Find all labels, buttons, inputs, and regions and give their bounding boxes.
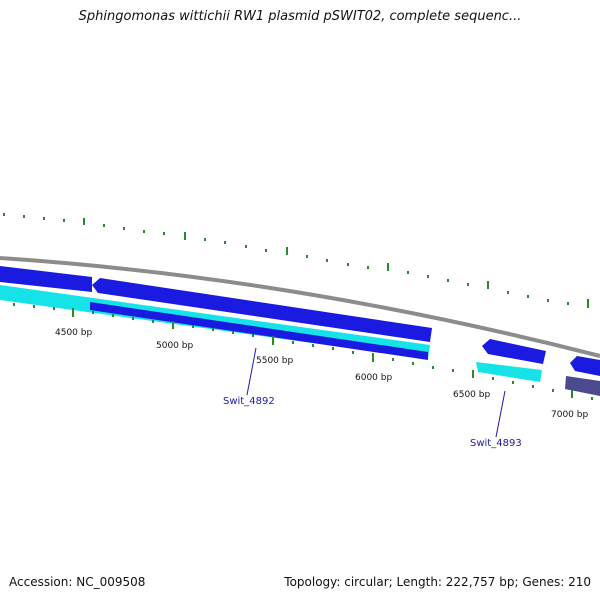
gene-label-swit-4892[interactable]: Swit_4892 [223, 396, 275, 407]
outer-tick-row [3, 213, 589, 308]
accession-text: Accession: NC_009508 [9, 575, 146, 589]
ruler-label-6000: 6000 bp [355, 373, 392, 383]
forward-strand-genes [0, 266, 600, 376]
ruler-label-5000: 5000 bp [156, 341, 193, 351]
ruler-label-5500: 5500 bp [256, 356, 293, 366]
ruler-label-6500: 6500 bp [453, 390, 490, 400]
summary-text: Topology: circular; Length: 222,757 bp; … [284, 575, 591, 589]
gene-reverse-shadow [90, 302, 428, 360]
ruler-labels: 4500 bp 5000 bp 5500 bp 6000 bp 6500 bp … [55, 328, 588, 420]
gene-label-swit-4893[interactable]: Swit_4893 [470, 438, 522, 449]
gene-forward-2[interactable] [92, 278, 432, 342]
ruler-label-7000: 7000 bp [551, 410, 588, 420]
inner-tick-row [13, 303, 593, 400]
gene-forward-4[interactable] [570, 356, 600, 376]
gene-other-1[interactable] [565, 376, 600, 396]
gene-swit-4893[interactable] [476, 362, 542, 382]
gene-forward-3[interactable] [482, 339, 546, 364]
reverse-strand-genes [0, 285, 600, 396]
map-title: Sphingomonas wittichii RW1 plasmid pSWIT… [78, 9, 522, 24]
callout-line-swit-4893 [495, 390, 506, 438]
genome-backbone [0, 256, 600, 358]
ruler-label-4500: 4500 bp [55, 328, 92, 338]
callout-line-swit-4892 [246, 347, 257, 396]
gene-forward-1[interactable] [0, 266, 92, 292]
